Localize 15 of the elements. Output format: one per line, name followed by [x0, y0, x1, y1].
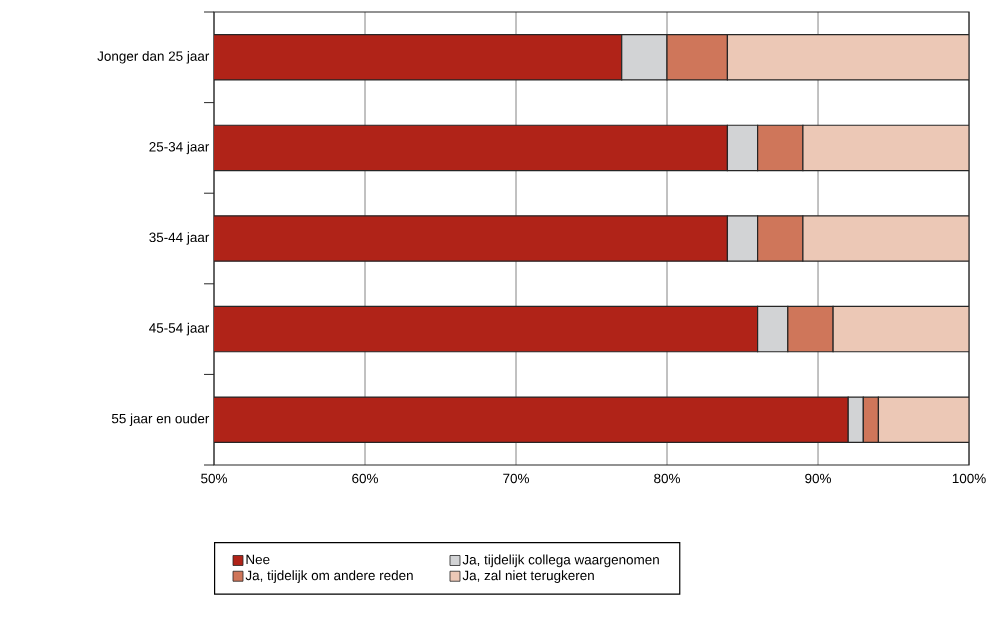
y-tick-label: 25-34 jaar [149, 141, 210, 155]
x-tick-label: 50% [201, 473, 227, 484]
x-tick-label: 70% [503, 473, 529, 484]
y-tick-label: Jonger dan 25 jaar [97, 51, 210, 64]
y-tick-label: 35-44 jaar [149, 232, 210, 245]
y-tick-label: 55 jaar en ouder [111, 413, 210, 426]
legend-label: Ja, zal niet terugkeren [462, 570, 594, 583]
x-tick-label: 90% [805, 473, 831, 484]
legend-label: Ja, tijdelijk collega waargenomen [462, 554, 659, 568]
legend-label: Ja, tijdelijk om andere reden [245, 570, 413, 583]
y-tick-label: 45-54 jaar [149, 322, 210, 336]
x-tick-label: 100% [952, 473, 986, 484]
x-tick-label: 80% [654, 473, 680, 484]
x-tick-label: 60% [352, 473, 378, 484]
legend-label: Nee [246, 554, 270, 565]
